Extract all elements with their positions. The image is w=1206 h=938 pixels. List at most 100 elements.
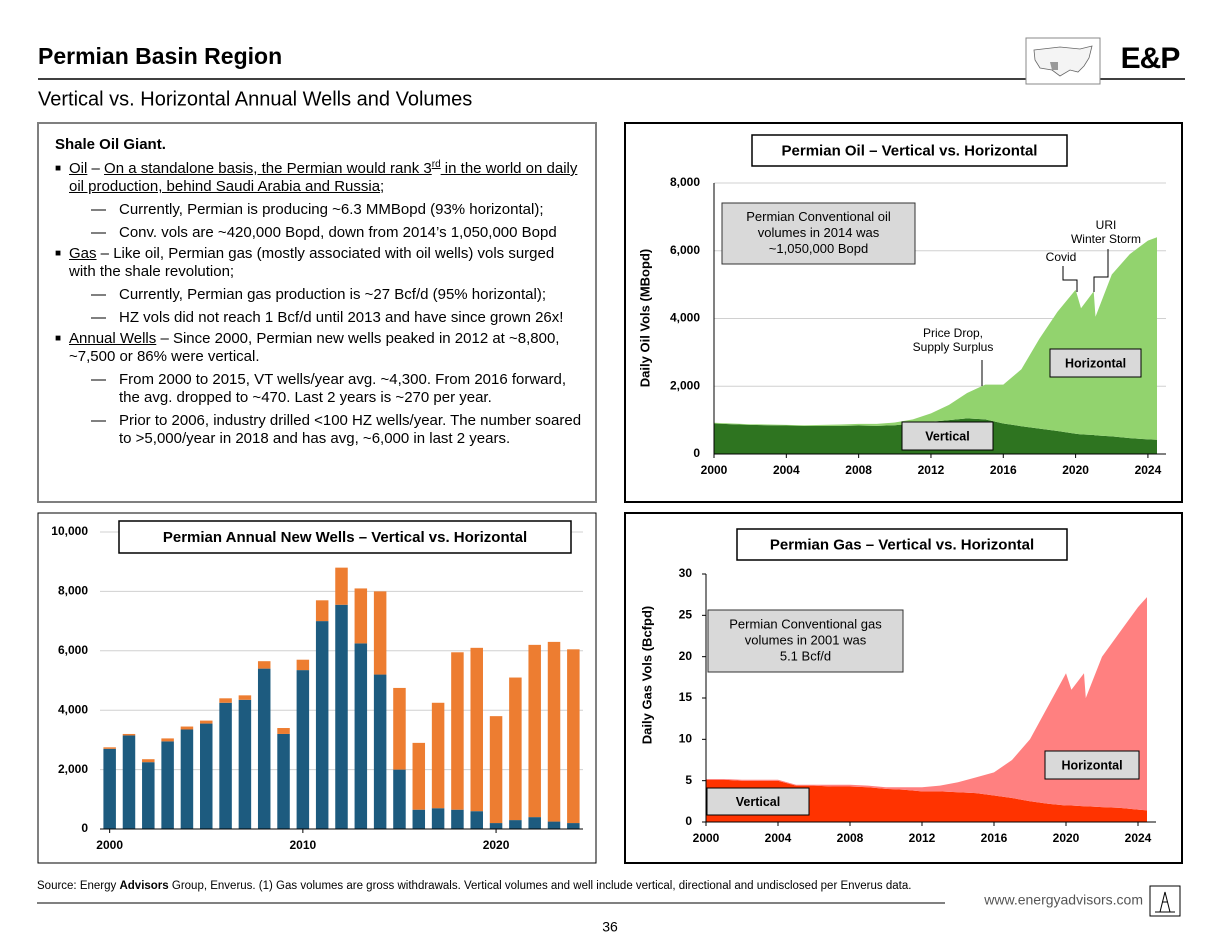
y-tick-label: 4,000 bbox=[670, 311, 700, 325]
y-tick-label: 10 bbox=[679, 732, 693, 746]
series-label: Vertical bbox=[736, 795, 780, 809]
bar-segment bbox=[509, 820, 522, 829]
summary-text: Shale Oil Giant. Oil – On a standalone b… bbox=[55, 136, 583, 448]
page-number: 36 bbox=[602, 919, 618, 935]
footer-logo-rig bbox=[1155, 891, 1175, 913]
bar-segment bbox=[431, 808, 445, 829]
annotation: volumes in 2001 was bbox=[745, 632, 867, 647]
chart-title: Permian Gas – Vertical vs. Horizontal bbox=[770, 536, 1034, 553]
y-tick-label: 4,000 bbox=[58, 702, 88, 716]
bar-segment bbox=[200, 723, 213, 829]
bar-segment bbox=[451, 809, 464, 829]
bar-segment bbox=[296, 659, 310, 671]
bullet-text: Oil bbox=[69, 160, 88, 177]
bullet-text: Gas bbox=[69, 245, 97, 262]
y-tick-label: 2,000 bbox=[670, 378, 700, 392]
y-tick-label: 10,000 bbox=[51, 524, 88, 538]
x-tick-label: 2016 bbox=[981, 831, 1008, 845]
y-tick-label: 2,000 bbox=[58, 762, 88, 776]
x-tick-label: 2008 bbox=[845, 463, 872, 477]
series-label: Horizontal bbox=[1061, 758, 1122, 772]
x-tick-label: 2000 bbox=[96, 838, 123, 852]
bar-segment bbox=[528, 817, 541, 829]
annotation: Permian Conventional oil bbox=[746, 209, 891, 224]
chart-title-box bbox=[736, 528, 1068, 561]
x-tick-label: 2008 bbox=[837, 831, 864, 845]
map-icon bbox=[1033, 45, 1093, 77]
bar-segment bbox=[277, 733, 290, 829]
bar-segment bbox=[489, 716, 503, 824]
annotation: Permian Conventional gas bbox=[729, 616, 882, 631]
bullet-text: in the world on daily oil production, be… bbox=[69, 160, 578, 195]
bar-segment bbox=[180, 729, 194, 829]
bullet-text: rd bbox=[431, 159, 441, 170]
x-tick-label: 2016 bbox=[990, 463, 1017, 477]
bar-segment bbox=[257, 661, 271, 669]
annotation: volumes in 2014 was bbox=[758, 225, 880, 240]
source-text: Source: Energy bbox=[37, 880, 119, 892]
bar-segment bbox=[315, 621, 329, 829]
annotation: Supply Surplus bbox=[913, 340, 994, 354]
bullet-text: Annual Wells bbox=[69, 330, 157, 347]
bar-segment bbox=[238, 695, 252, 700]
chart-title: Permian Annual New Wells – Vertical vs. … bbox=[163, 529, 527, 546]
bar-segment bbox=[393, 769, 406, 829]
bar-segment bbox=[103, 748, 116, 829]
y-tick-label: 8,000 bbox=[58, 584, 88, 598]
bar-segment bbox=[142, 762, 155, 829]
y-tick-label: 25 bbox=[679, 608, 693, 622]
bullet: Gas – Like oil, Permian gas (mostly asso… bbox=[55, 245, 583, 281]
x-tick-label: 2020 bbox=[483, 838, 510, 852]
annotation: 5.1 Bcf/d bbox=[780, 648, 831, 663]
y-axis-label: Daily Gas Vols (Bcfpd) bbox=[639, 606, 654, 744]
area bbox=[706, 597, 1147, 811]
bar-segment bbox=[335, 604, 348, 829]
bar-segment bbox=[567, 823, 580, 829]
bar-segment bbox=[567, 649, 580, 824]
slide-subtitle: Vertical vs. Horizontal Annual Wells and… bbox=[38, 88, 472, 110]
sub-bullet: HZ vols did not reach 1 Bcf/d until 2013… bbox=[55, 309, 583, 327]
y-tick-label: 30 bbox=[679, 566, 693, 580]
sub-bullet: Prior to 2006, industry drilled <100 HZ … bbox=[55, 412, 583, 448]
bullet: Oil – On a standalone basis, the Permian… bbox=[55, 160, 583, 196]
x-tick-label: 2020 bbox=[1062, 463, 1089, 477]
annotation-leader bbox=[1093, 249, 1109, 292]
bar-segment bbox=[142, 759, 155, 763]
x-tick-label: 2012 bbox=[909, 831, 936, 845]
area bbox=[706, 779, 1147, 822]
annotation: URI bbox=[1096, 218, 1117, 232]
bar-segment bbox=[451, 652, 464, 810]
area bbox=[714, 237, 1157, 440]
sub-bullet: Conv. vols are ~420,000 Bopd, down from … bbox=[55, 224, 583, 242]
bullet-text: On a standalone basis, the Permian would… bbox=[104, 160, 432, 177]
source-text: Advisors bbox=[119, 880, 168, 892]
x-tick-label: 2004 bbox=[773, 463, 800, 477]
annotation: ~1,050,000 Bopd bbox=[769, 241, 868, 256]
bar-segment bbox=[470, 647, 483, 812]
y-tick-label: 6,000 bbox=[670, 243, 700, 257]
x-tick-label: 2024 bbox=[1125, 831, 1152, 845]
bar-segment bbox=[373, 674, 387, 829]
bar-segment bbox=[219, 698, 232, 703]
y-tick-label: 5 bbox=[685, 773, 692, 787]
bar-segment bbox=[373, 591, 387, 675]
source-text: Group, Enverus. (1) Gas volumes are gros… bbox=[169, 880, 912, 892]
y-tick-label: 20 bbox=[679, 649, 693, 663]
series-label-box bbox=[706, 787, 810, 816]
bar-segment bbox=[296, 670, 310, 829]
slide-title: Permian Basin Region bbox=[38, 43, 282, 69]
y-tick-label: 8,000 bbox=[670, 175, 700, 189]
bar-segment bbox=[412, 809, 426, 829]
bullet-text: – bbox=[87, 160, 105, 177]
series-label: Horizontal bbox=[1065, 356, 1126, 370]
bullet-text: – Since 2000, Permian new wells peaked i… bbox=[69, 330, 560, 365]
bar-segment bbox=[200, 720, 213, 724]
bar-segment bbox=[412, 742, 426, 810]
website: www.energyadvisors.com bbox=[983, 892, 1143, 908]
bar-segment bbox=[489, 823, 503, 829]
annotation-box bbox=[721, 202, 916, 265]
x-tick-label: 2004 bbox=[765, 831, 792, 845]
bar-segment bbox=[161, 738, 174, 742]
bullet-text: ; bbox=[380, 178, 385, 195]
